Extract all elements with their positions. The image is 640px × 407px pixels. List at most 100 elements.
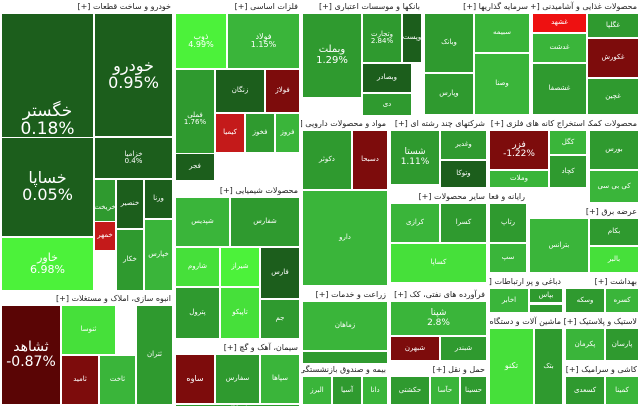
stock-tile[interactable]: دی [362,93,412,116]
stock-tile[interactable]: فولاد 1.15% [227,13,300,69]
stock-tile[interactable]: وپست [402,13,422,63]
stock-tile[interactable]: شپدیس [175,197,230,247]
stock-tile[interactable]: حسینا [460,376,487,405]
stock-tile[interactable]: کگل [549,130,587,155]
stock-tile[interactable]: زماهان [302,301,388,351]
stock-tile[interactable]: فخوز [245,113,275,153]
sector-header[interactable]: ماشین آلات و دستگاه [+] [488,315,564,328]
stock-tile[interactable]: شاروم [175,247,220,287]
stock-tile[interactable]: رتاپ [489,203,527,243]
stock-tile[interactable]: فجر [175,153,215,181]
stock-tile[interactable]: کسرا [440,203,487,243]
stock-tile[interactable]: پترول [175,287,220,339]
stock-tile[interactable]: خزامیا 0.4% [94,137,173,179]
sector-header[interactable]: محصولات غذایی و آشامیدنی [+] [531,0,640,13]
stock-tile[interactable]: شپنا 2.8% [390,301,487,336]
stock-tile[interactable]: شستا 1.11% [390,130,440,185]
stock-tile[interactable]: کیمیا [215,113,245,153]
sector-header[interactable]: محصولات شیمیایی [+] [174,184,301,197]
stock-tile[interactable]: ثاخت [99,355,136,405]
stock-tile[interactable]: بپاس [529,288,563,303]
stock-tile[interactable]: خودرو 0.95% [94,13,173,137]
stock-tile[interactable]: ثشاهد -0.87% [1,305,61,405]
stock-tile[interactable]: کرازی [390,203,440,243]
stock-tile[interactable]: سفارس [215,354,260,404]
sector-header[interactable]: بانکها و موسسات اعتباری [+] [301,0,423,13]
stock-tile[interactable]: وصنا [474,53,530,115]
stock-tile[interactable]: غکورش [587,38,639,78]
stock-tile[interactable]: کساپا [390,243,487,283]
stock-tile[interactable]: وبانک [424,13,474,73]
stock-tile[interactable]: خساپا 0.05% [1,137,94,237]
stock-tile[interactable]: وبصادر [362,63,412,93]
stock-tile[interactable]: خاور 6.98% [1,237,94,291]
sector-header[interactable]: زراعت و خدمات [+] [301,288,389,301]
stock-tile[interactable]: دکوثر [302,130,352,190]
sector-header[interactable]: عرضه برق [+] [528,205,640,218]
sector-header[interactable]: سایر محصولات [+] [389,190,488,203]
stock-tile[interactable]: فارس [260,247,300,299]
stock-tile[interactable]: شفارس [230,197,300,247]
stock-tile[interactable]: فملی 1.76% [175,69,215,169]
stock-tile[interactable]: غگلپا [587,13,639,38]
stock-tile[interactable]: غشهد [532,13,587,33]
stock-tile[interactable]: فزر -1.22% [489,130,549,170]
stock-tile[interactable]: جم [260,299,300,339]
stock-tile[interactable]: بورس [589,130,639,170]
stock-tile[interactable]: وغدیر [440,130,487,160]
stock-tile[interactable]: ثامید [61,355,99,405]
sector-header[interactable]: فرآورده های نفتی، کک [+] [389,288,488,301]
stock-tile[interactable]: کی بی سی [589,170,639,203]
stock-tile[interactable]: حآسا [430,376,460,405]
sector-header[interactable]: کاشی و سرامیک [+] [564,363,640,376]
sector-header[interactable]: دباغی و پرداخت [+] [528,275,564,288]
sector-header[interactable]: مواد و محصولات دارویی [+] [301,117,389,130]
sector-header[interactable]: رایانه و فعالیت های وابسته [+] [488,190,528,203]
stock-tile[interactable]: تاپیکو [220,287,260,339]
sector-header[interactable]: سیمان، آهک و گچ [+] [174,341,301,354]
stock-tile[interactable]: کسره [605,288,639,313]
stock-tile[interactable]: وتجارت 2.84% [362,13,402,63]
stock-tile[interactable]: خنصیر [116,179,144,229]
stock-tile[interactable]: سپاها [260,354,300,404]
stock-tile[interactable]: شیراز [220,247,260,287]
sector-header[interactable]: محصولات کمکی به [+] [588,117,640,130]
stock-tile[interactable]: آسیا [332,376,362,405]
sector-header[interactable]: لاستیک و پلاستیک [+] [564,315,640,328]
stock-tile[interactable]: بترانس [529,218,589,273]
stock-tile[interactable]: پارسان [605,328,639,361]
stock-tile[interactable]: زنگان [215,69,265,113]
stock-tile[interactable]: بالبر [589,246,639,273]
stock-tile[interactable]: وسکه [565,288,605,313]
stock-tile[interactable]: خمهر [94,221,116,251]
sector-header[interactable]: حمل و نقل [+] [389,363,488,376]
stock-tile[interactable]: خکار [116,229,144,291]
sector-header[interactable]: بهداشت [+] [564,275,640,288]
stock-tile[interactable]: کمینا [605,376,639,405]
stock-tile[interactable]: فروز [275,113,300,153]
stock-tile[interactable]: ثتران [136,305,173,405]
sector-header[interactable]: استخراج کانه های فلزی [+] [488,117,588,130]
sector-header[interactable]: خودرو و ساخت قطعات [+] [0,0,174,13]
stock-tile[interactable]: وملات [489,170,549,188]
stock-tile[interactable]: کچاد [549,155,587,188]
stock-tile[interactable]: دسبحا [352,130,388,190]
sector-header[interactable]: سرمایه گذاریها [+] [423,0,531,13]
stock-tile[interactable]: سبیمه [474,13,530,53]
stock-tile[interactable]: غچین [587,78,639,115]
stock-tile[interactable]: وتوکا [440,160,487,188]
stock-tile[interactable]: وپارس [424,73,474,115]
stock-tile[interactable]: ورنا [144,179,173,219]
stock-tile[interactable]: شبندر [440,336,487,361]
stock-tile[interactable]: فولاژ [265,69,300,113]
stock-tile[interactable]: تکنو [489,328,534,405]
stock-tile[interactable]: بتک [534,328,563,405]
stock-tile[interactable]: ذوب 4.99% [175,13,227,69]
stock-tile[interactable]: دانا [362,376,388,405]
sector-header[interactable]: فلزات اساسی [+] [174,0,301,13]
stock-tile[interactable]: غدشت [532,33,587,63]
stock-tile[interactable]: وبملت 1.29% [302,13,362,98]
stock-tile[interactable]: البرز [302,376,332,405]
stock-tile[interactable]: بکام [589,218,639,246]
stock-tile[interactable]: حکشتی [390,376,430,405]
